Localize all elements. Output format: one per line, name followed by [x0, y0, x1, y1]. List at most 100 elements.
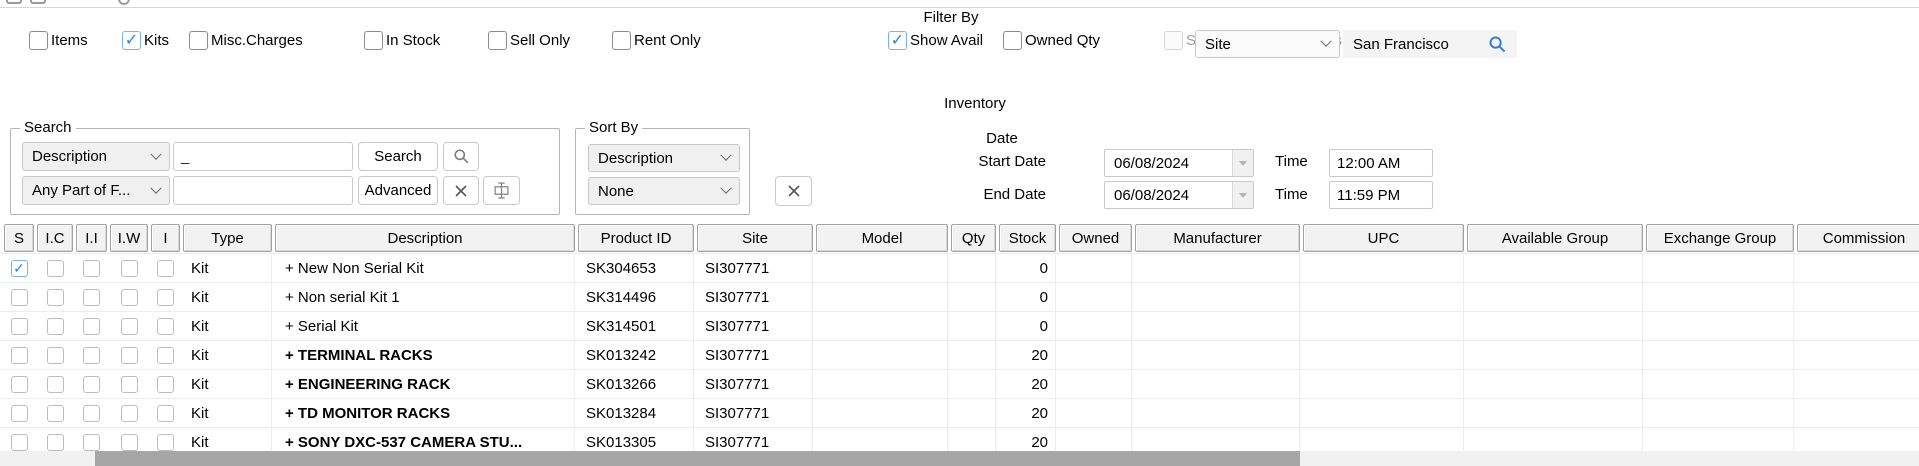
clear-search-button[interactable]	[443, 176, 479, 205]
column-header-product-id[interactable]: Product ID	[578, 224, 694, 252]
table-row[interactable]: Kit + ENGINEERING RACK SK013266 SI307771 20	[0, 370, 1919, 399]
column-header-qty[interactable]: Qty	[951, 224, 996, 252]
search-button[interactable]: Search	[358, 142, 438, 171]
checkbox-icon[interactable]	[1003, 31, 1022, 50]
filter-checkbox-show-avail[interactable]: Show Avail	[888, 31, 983, 50]
checkbox-icon[interactable]	[888, 31, 907, 50]
column-header-site[interactable]: Site	[697, 224, 813, 252]
row-checkbox-ic[interactable]	[46, 317, 64, 335]
column-header-description[interactable]: Description	[275, 224, 575, 252]
row-checkbox-ic[interactable]	[46, 259, 64, 277]
column-header-manufacturer[interactable]: Manufacturer	[1135, 224, 1300, 252]
row-checkbox-iw[interactable]	[120, 259, 138, 277]
column-header-commission[interactable]: Commission	[1797, 224, 1919, 252]
checkbox-icon[interactable]	[612, 31, 631, 50]
row-checkbox-s[interactable]	[10, 288, 28, 306]
horizontal-scrollbar[interactable]	[0, 451, 1919, 466]
column-header-i-w[interactable]: I.W	[110, 224, 148, 252]
clear-sort-button[interactable]	[775, 176, 812, 206]
checkbox-icon[interactable]	[122, 31, 141, 50]
row-checkbox-i[interactable]	[157, 317, 174, 335]
row-checkbox-iw[interactable]	[120, 404, 138, 422]
table-row[interactable]: Kit + TD MONITOR RACKS SK013284 SI307771 20	[0, 399, 1919, 428]
row-checkbox-ic[interactable]	[46, 288, 64, 306]
search-magnifier-button[interactable]	[443, 142, 479, 171]
advanced-button[interactable]: Advanced	[358, 176, 438, 205]
table-row[interactable]: Kit + Non serial Kit 1 SK314496 SI307771 0	[0, 283, 1919, 312]
checkbox-icon[interactable]	[1164, 31, 1183, 50]
row-checkbox-ii[interactable]	[83, 375, 100, 393]
row-checkbox-s[interactable]	[10, 317, 28, 335]
row-checkbox-iw[interactable]	[120, 288, 138, 306]
row-checkbox-s[interactable]	[10, 375, 28, 393]
row-checkbox-ic[interactable]	[46, 346, 64, 364]
checkbox-icon[interactable]	[364, 31, 383, 50]
search-field-dropdown[interactable]: Description	[22, 142, 170, 171]
filter-checkbox-items[interactable]: Items	[29, 31, 88, 50]
column-header-stock[interactable]: Stock	[999, 224, 1056, 252]
selection-box-button[interactable]	[483, 176, 520, 205]
row-checkbox-s[interactable]	[10, 259, 28, 277]
search-input[interactable]: _	[173, 142, 353, 171]
column-header-model[interactable]: Model	[816, 224, 948, 252]
end-date-field[interactable]: 06/08/2024	[1104, 181, 1254, 209]
filter-checkbox-sell-only[interactable]: Sell Only	[488, 31, 570, 50]
checkbox-icon[interactable]	[488, 31, 507, 50]
row-checkbox-i[interactable]	[157, 433, 174, 451]
row-checkbox-iw[interactable]	[120, 433, 138, 451]
date-spinner-icon[interactable]	[1232, 150, 1253, 176]
column-header-exchange-group[interactable]: Exchange Group	[1646, 224, 1794, 252]
filter-checkbox-misc-charges[interactable]: Misc.Charges	[189, 31, 303, 50]
column-header-i[interactable]: I	[151, 224, 180, 252]
site-dropdown[interactable]: Site	[1195, 30, 1340, 58]
start-time-field[interactable]: 12:00 AM	[1329, 149, 1433, 177]
scrollbar-thumb[interactable]	[95, 451, 1300, 466]
date-spinner-icon[interactable]	[1232, 182, 1253, 208]
column-header-i-c[interactable]: I.C	[37, 224, 73, 252]
row-checkbox-ic[interactable]	[46, 433, 64, 451]
filter-checkbox-kits[interactable]: Kits	[122, 31, 169, 50]
row-checkbox-iw[interactable]	[120, 346, 138, 364]
row-checkbox-s[interactable]	[10, 433, 28, 451]
row-checkbox-ii[interactable]	[83, 317, 100, 335]
row-checkbox-ii[interactable]	[83, 288, 100, 306]
row-checkbox-ic[interactable]	[46, 404, 64, 422]
row-checkbox-s[interactable]	[10, 346, 28, 364]
row-checkbox-ii[interactable]	[83, 259, 100, 277]
checkbox-icon[interactable]	[29, 31, 48, 50]
column-header-s[interactable]: S	[4, 224, 34, 252]
sort-secondary-dropdown[interactable]: None	[588, 177, 740, 205]
filter-checkbox-in-stock[interactable]: In Stock	[364, 31, 440, 50]
filter-checkbox-owned-qty[interactable]: Owned Qty	[1003, 31, 1100, 50]
column-header-upc[interactable]: UPC	[1303, 224, 1464, 252]
search-match-dropdown[interactable]: Any Part of F...	[22, 176, 170, 205]
end-time-field[interactable]: 11:59 PM	[1329, 181, 1433, 209]
site-search-icon[interactable]	[1488, 35, 1507, 54]
column-header-type[interactable]: Type	[183, 224, 272, 252]
sort-primary-dropdown[interactable]: Description	[588, 144, 740, 172]
row-checkbox-iw[interactable]	[120, 375, 138, 393]
start-date-field[interactable]: 06/08/2024	[1104, 149, 1254, 177]
filter-checkbox-rent-only[interactable]: Rent Only	[612, 31, 701, 50]
checkbox-icon[interactable]	[189, 31, 208, 50]
table-row[interactable]: Kit + TERMINAL RACKS SK013242 SI307771 20	[0, 341, 1919, 370]
row-checkbox-i[interactable]	[157, 346, 174, 364]
column-header-owned[interactable]: Owned	[1059, 224, 1132, 252]
row-checkbox-iw[interactable]	[120, 317, 138, 335]
row-checkbox-ii[interactable]	[83, 433, 100, 451]
column-header-i-i[interactable]: I.I	[76, 224, 107, 252]
row-checkbox-i[interactable]	[157, 259, 174, 277]
row-checkbox-ii[interactable]	[83, 346, 100, 364]
row-checkbox-i[interactable]	[157, 404, 174, 422]
row-checkbox-ii[interactable]	[83, 404, 100, 422]
cell-owned	[1059, 370, 1132, 398]
site-value-field[interactable]: San Francisco	[1343, 30, 1517, 58]
column-header-available-group[interactable]: Available Group	[1467, 224, 1643, 252]
row-checkbox-i[interactable]	[157, 288, 174, 306]
row-checkbox-s[interactable]	[10, 404, 28, 422]
row-checkbox-i[interactable]	[157, 375, 174, 393]
row-checkbox-ic[interactable]	[46, 375, 64, 393]
table-row[interactable]: Kit + Serial Kit SK314501 SI307771 0	[0, 312, 1919, 341]
search-value-input[interactable]	[173, 176, 353, 205]
